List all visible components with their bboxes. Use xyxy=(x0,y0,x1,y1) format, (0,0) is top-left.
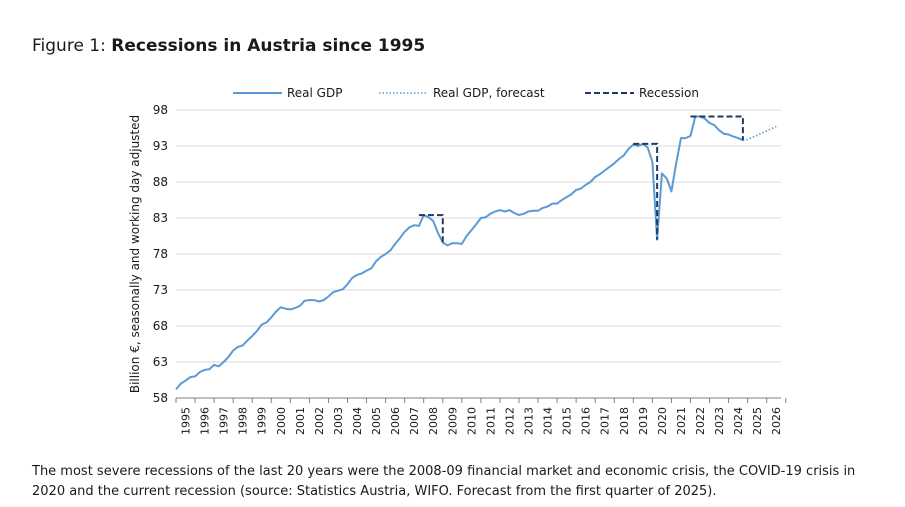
series-real-gdp xyxy=(175,115,744,391)
x-tick-label-1996: 1996 xyxy=(199,407,212,435)
recession-marker-1 xyxy=(418,214,444,246)
gdp-chart: 58 63 68 73 78 83 88 93 98 1995 1996 1997 1998 1999 2… xyxy=(128,86,787,435)
legend-label-forecast: Real GDP, forecast xyxy=(433,86,545,100)
x-tick-label-2017: 2017 xyxy=(599,407,612,435)
x-tick-label-2007: 2007 xyxy=(408,407,421,435)
x-tick-label-2023: 2023 xyxy=(713,407,726,435)
y-tick-label-93: 93 xyxy=(153,139,168,153)
x-tick-label-2018: 2018 xyxy=(618,407,631,435)
x-tick-label-2012: 2012 xyxy=(503,407,516,435)
x-axis-tick-labels: 1995 1996 1997 1998 1999 2000 2001 2002 2003 2004… xyxy=(180,407,784,435)
y-tick-label-58: 58 xyxy=(153,391,168,405)
x-tick-label-2011: 2011 xyxy=(484,407,497,435)
y-tick-label-88: 88 xyxy=(153,175,168,189)
x-tick-label-1995: 1995 xyxy=(180,407,193,435)
figure-title-main: Recessions in Austria since 1995 xyxy=(111,36,426,56)
recession-marker-3 xyxy=(690,115,744,141)
recession-marker-2 xyxy=(633,142,659,240)
y-tick-label-78: 78 xyxy=(153,247,168,261)
series-layer xyxy=(175,115,777,391)
y-tick-label-98: 98 xyxy=(153,103,168,117)
x-tick-label-2006: 2006 xyxy=(389,407,402,435)
y-tick-label-83: 83 xyxy=(153,211,168,225)
x-tick-label-2001: 2001 xyxy=(294,407,307,435)
x-tick-label-2010: 2010 xyxy=(465,407,478,435)
y-axis-tick-labels: 58 63 68 73 78 83 88 93 98 xyxy=(153,103,168,405)
y-tick-label-73: 73 xyxy=(153,283,168,297)
figure-title-prefix: Figure 1: xyxy=(32,36,112,56)
x-tick-label-2009: 2009 xyxy=(446,407,459,435)
x-tick-label-2003: 2003 xyxy=(332,407,345,435)
x-tick-label-2002: 2002 xyxy=(313,407,326,435)
legend-label-real-gdp: Real GDP xyxy=(287,86,342,100)
x-tick-label-2014: 2014 xyxy=(542,407,555,435)
x-tick-label-2015: 2015 xyxy=(561,407,574,435)
x-tick-label-2024: 2024 xyxy=(732,407,745,435)
legend-label-recession: Recession xyxy=(639,86,699,100)
y-tick-label-68: 68 xyxy=(153,319,168,333)
x-tick-label-2016: 2016 xyxy=(580,407,593,435)
x-tick-label-2019: 2019 xyxy=(637,407,650,435)
x-tick-label-2008: 2008 xyxy=(427,407,440,435)
gridlines xyxy=(176,109,781,363)
legend: Real GDP Real GDP, forecast Recession xyxy=(233,86,699,100)
x-tick-label-2004: 2004 xyxy=(351,407,364,435)
x-tick-label-2026: 2026 xyxy=(770,407,783,435)
x-tick-label-2020: 2020 xyxy=(656,407,669,435)
figure-title: Figure 1: Recessions in Austria since 19… xyxy=(32,36,425,56)
y-tick-label-63: 63 xyxy=(153,355,168,369)
figure-caption: The most severe recessions of the last 2… xyxy=(32,464,856,499)
x-tick-label-2000: 2000 xyxy=(275,407,288,435)
x-axis-tick-marks xyxy=(175,398,787,403)
x-tick-label-2021: 2021 xyxy=(675,407,688,435)
x-tick-label-1999: 1999 xyxy=(256,407,269,435)
x-tick-label-1998: 1998 xyxy=(237,407,250,435)
series-real-gdp-forecast xyxy=(742,125,777,141)
x-tick-label-2025: 2025 xyxy=(751,407,764,435)
x-tick-label-2013: 2013 xyxy=(523,407,536,435)
y-axis-label: Billion €, seasonally and working day ad… xyxy=(128,115,142,393)
recession-layer xyxy=(418,115,744,246)
x-tick-label-2005: 2005 xyxy=(370,407,383,435)
x-tick-label-2022: 2022 xyxy=(694,407,707,435)
x-tick-label-1997: 1997 xyxy=(218,407,231,435)
